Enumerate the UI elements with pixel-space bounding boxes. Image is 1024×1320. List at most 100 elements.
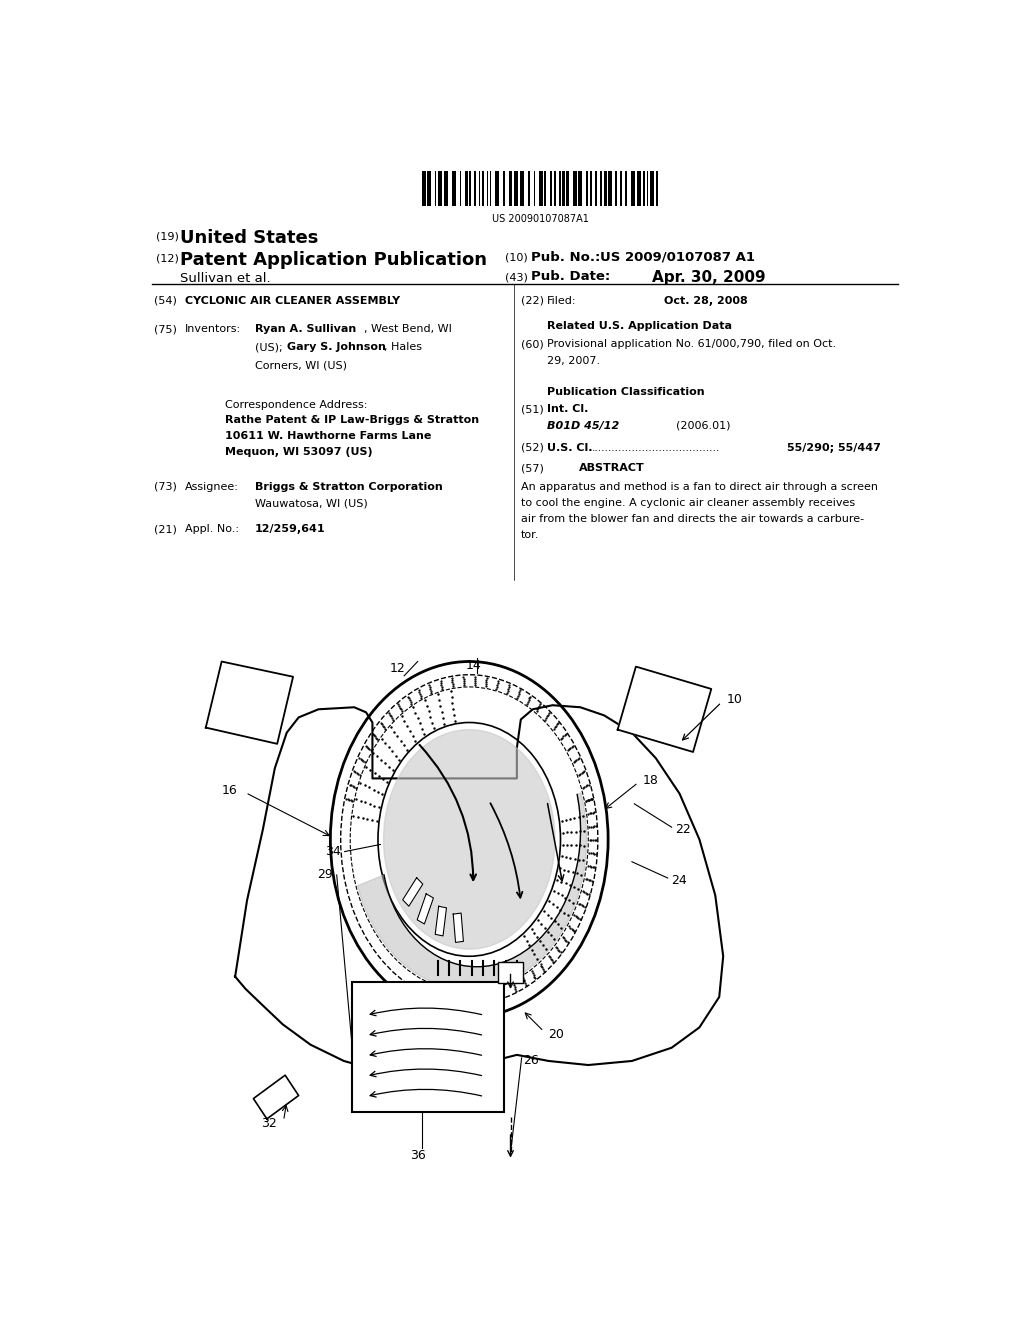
Text: Sullivan et al.: Sullivan et al. [179, 272, 270, 285]
Bar [503, 170, 505, 206]
Text: (22): (22) [521, 296, 544, 306]
Text: (10): (10) [505, 253, 527, 263]
Text: (57): (57) [521, 463, 544, 474]
Bar [650, 170, 654, 206]
Text: Related U.S. Application Data: Related U.S. Application Data [547, 321, 732, 331]
Bar [614, 170, 617, 206]
Bar [489, 170, 492, 206]
Bar [590, 170, 592, 206]
Text: Wauwatosa, WI (US): Wauwatosa, WI (US) [255, 499, 368, 510]
Bar [620, 170, 622, 206]
Bar [631, 170, 635, 206]
Bar [465, 170, 468, 206]
Text: tor.: tor. [521, 531, 540, 540]
Bar [498, 962, 523, 982]
Text: Appl. No.:: Appl. No.: [185, 524, 240, 535]
Bar [646, 170, 648, 206]
Text: , Hales: , Hales [384, 342, 422, 352]
Text: 18: 18 [642, 774, 658, 787]
Text: 32: 32 [261, 1118, 278, 1130]
Text: , West Bend, WI: , West Bend, WI [365, 325, 453, 334]
Text: (19): (19) [156, 231, 178, 242]
Bar [352, 982, 504, 1111]
Bar [481, 170, 484, 206]
Bar [509, 170, 512, 206]
Text: 22: 22 [676, 822, 691, 836]
Bar [572, 170, 577, 206]
Bar [550, 170, 552, 206]
Text: Correspondence Address:: Correspondence Address: [225, 400, 368, 411]
Text: B01D 45/12: B01D 45/12 [547, 421, 620, 430]
Text: Oct. 28, 2008: Oct. 28, 2008 [664, 296, 748, 306]
Text: Publication Classification: Publication Classification [547, 387, 705, 397]
Text: Provisional application No. 61/000,790, filed on Oct.: Provisional application No. 61/000,790, … [547, 339, 837, 350]
Bar [469, 170, 471, 206]
Text: (43): (43) [505, 272, 527, 282]
Bar [438, 170, 441, 206]
Polygon shape [357, 793, 587, 990]
Text: (54): (54) [155, 296, 177, 306]
Bar [534, 170, 536, 206]
Bar [562, 170, 565, 206]
Bar [452, 170, 456, 206]
Text: 16: 16 [222, 784, 238, 797]
Text: (21): (21) [155, 524, 177, 535]
Bar [444, 170, 449, 206]
Text: (12): (12) [156, 253, 178, 264]
Text: (60): (60) [521, 339, 544, 350]
Text: 29, 2007.: 29, 2007. [547, 355, 600, 366]
Text: Int. Cl.: Int. Cl. [547, 404, 589, 414]
Text: air from the blower fan and directs the air towards a carbure-: air from the blower fan and directs the … [521, 515, 864, 524]
Bar [558, 170, 561, 206]
Text: (51): (51) [521, 404, 544, 414]
Text: (75): (75) [155, 325, 177, 334]
Bar [643, 170, 645, 206]
Text: United States: United States [179, 228, 318, 247]
Text: Gary S. Johnson: Gary S. Johnson [287, 342, 386, 352]
Bar [422, 170, 426, 206]
Polygon shape [384, 730, 555, 949]
Text: 20: 20 [549, 1028, 564, 1041]
Bar [600, 170, 602, 206]
Text: 12/259,641: 12/259,641 [255, 524, 326, 535]
Text: Rathe Patent & IP Law-Briggs & Stratton: Rathe Patent & IP Law-Briggs & Stratton [225, 414, 479, 425]
Bar [595, 170, 597, 206]
Text: (52): (52) [521, 444, 544, 453]
Text: Mequon, WI 53097 (US): Mequon, WI 53097 (US) [225, 447, 373, 457]
Polygon shape [454, 913, 464, 942]
Text: 12: 12 [390, 661, 406, 675]
Polygon shape [236, 705, 723, 1076]
Text: (73): (73) [155, 482, 177, 491]
Text: 26: 26 [523, 1055, 539, 1068]
Text: Patent Application Publication: Patent Application Publication [179, 251, 486, 269]
Text: 10611 W. Hawthorne Farms Lane: 10611 W. Hawthorne Farms Lane [225, 430, 431, 441]
Bar [495, 170, 499, 206]
Text: (2006.01): (2006.01) [676, 421, 730, 430]
Bar [545, 170, 546, 206]
Text: 24: 24 [672, 874, 687, 887]
Bar [554, 170, 556, 206]
Bar [486, 170, 488, 206]
Text: Filed:: Filed: [547, 296, 577, 306]
Bar [579, 170, 582, 206]
Text: CYCLONIC AIR CLEANER ASSEMBLY: CYCLONIC AIR CLEANER ASSEMBLY [185, 296, 400, 306]
Bar [528, 170, 529, 206]
Text: US 20090107087A1: US 20090107087A1 [493, 214, 589, 224]
Text: ......................................: ...................................... [592, 444, 721, 453]
Text: 10: 10 [727, 693, 743, 706]
Text: to cool the engine. A cyclonic air cleaner assembly receives: to cool the engine. A cyclonic air clean… [521, 498, 855, 508]
Bar [637, 170, 641, 206]
Text: Assignee:: Assignee: [185, 482, 239, 491]
Text: 14: 14 [465, 659, 481, 672]
Text: Briggs & Stratton Corporation: Briggs & Stratton Corporation [255, 482, 442, 491]
Bar [608, 170, 612, 206]
Polygon shape [435, 907, 446, 936]
Text: An apparatus and method is a fan to direct air through a screen: An apparatus and method is a fan to dire… [521, 482, 878, 491]
Bar [427, 170, 431, 206]
Polygon shape [402, 878, 423, 907]
Text: Ryan A. Sullivan: Ryan A. Sullivan [255, 325, 356, 334]
Text: 36: 36 [410, 1150, 426, 1163]
Bar [520, 170, 524, 206]
Text: Pub. No.:: Pub. No.: [531, 251, 600, 264]
Polygon shape [206, 661, 293, 744]
